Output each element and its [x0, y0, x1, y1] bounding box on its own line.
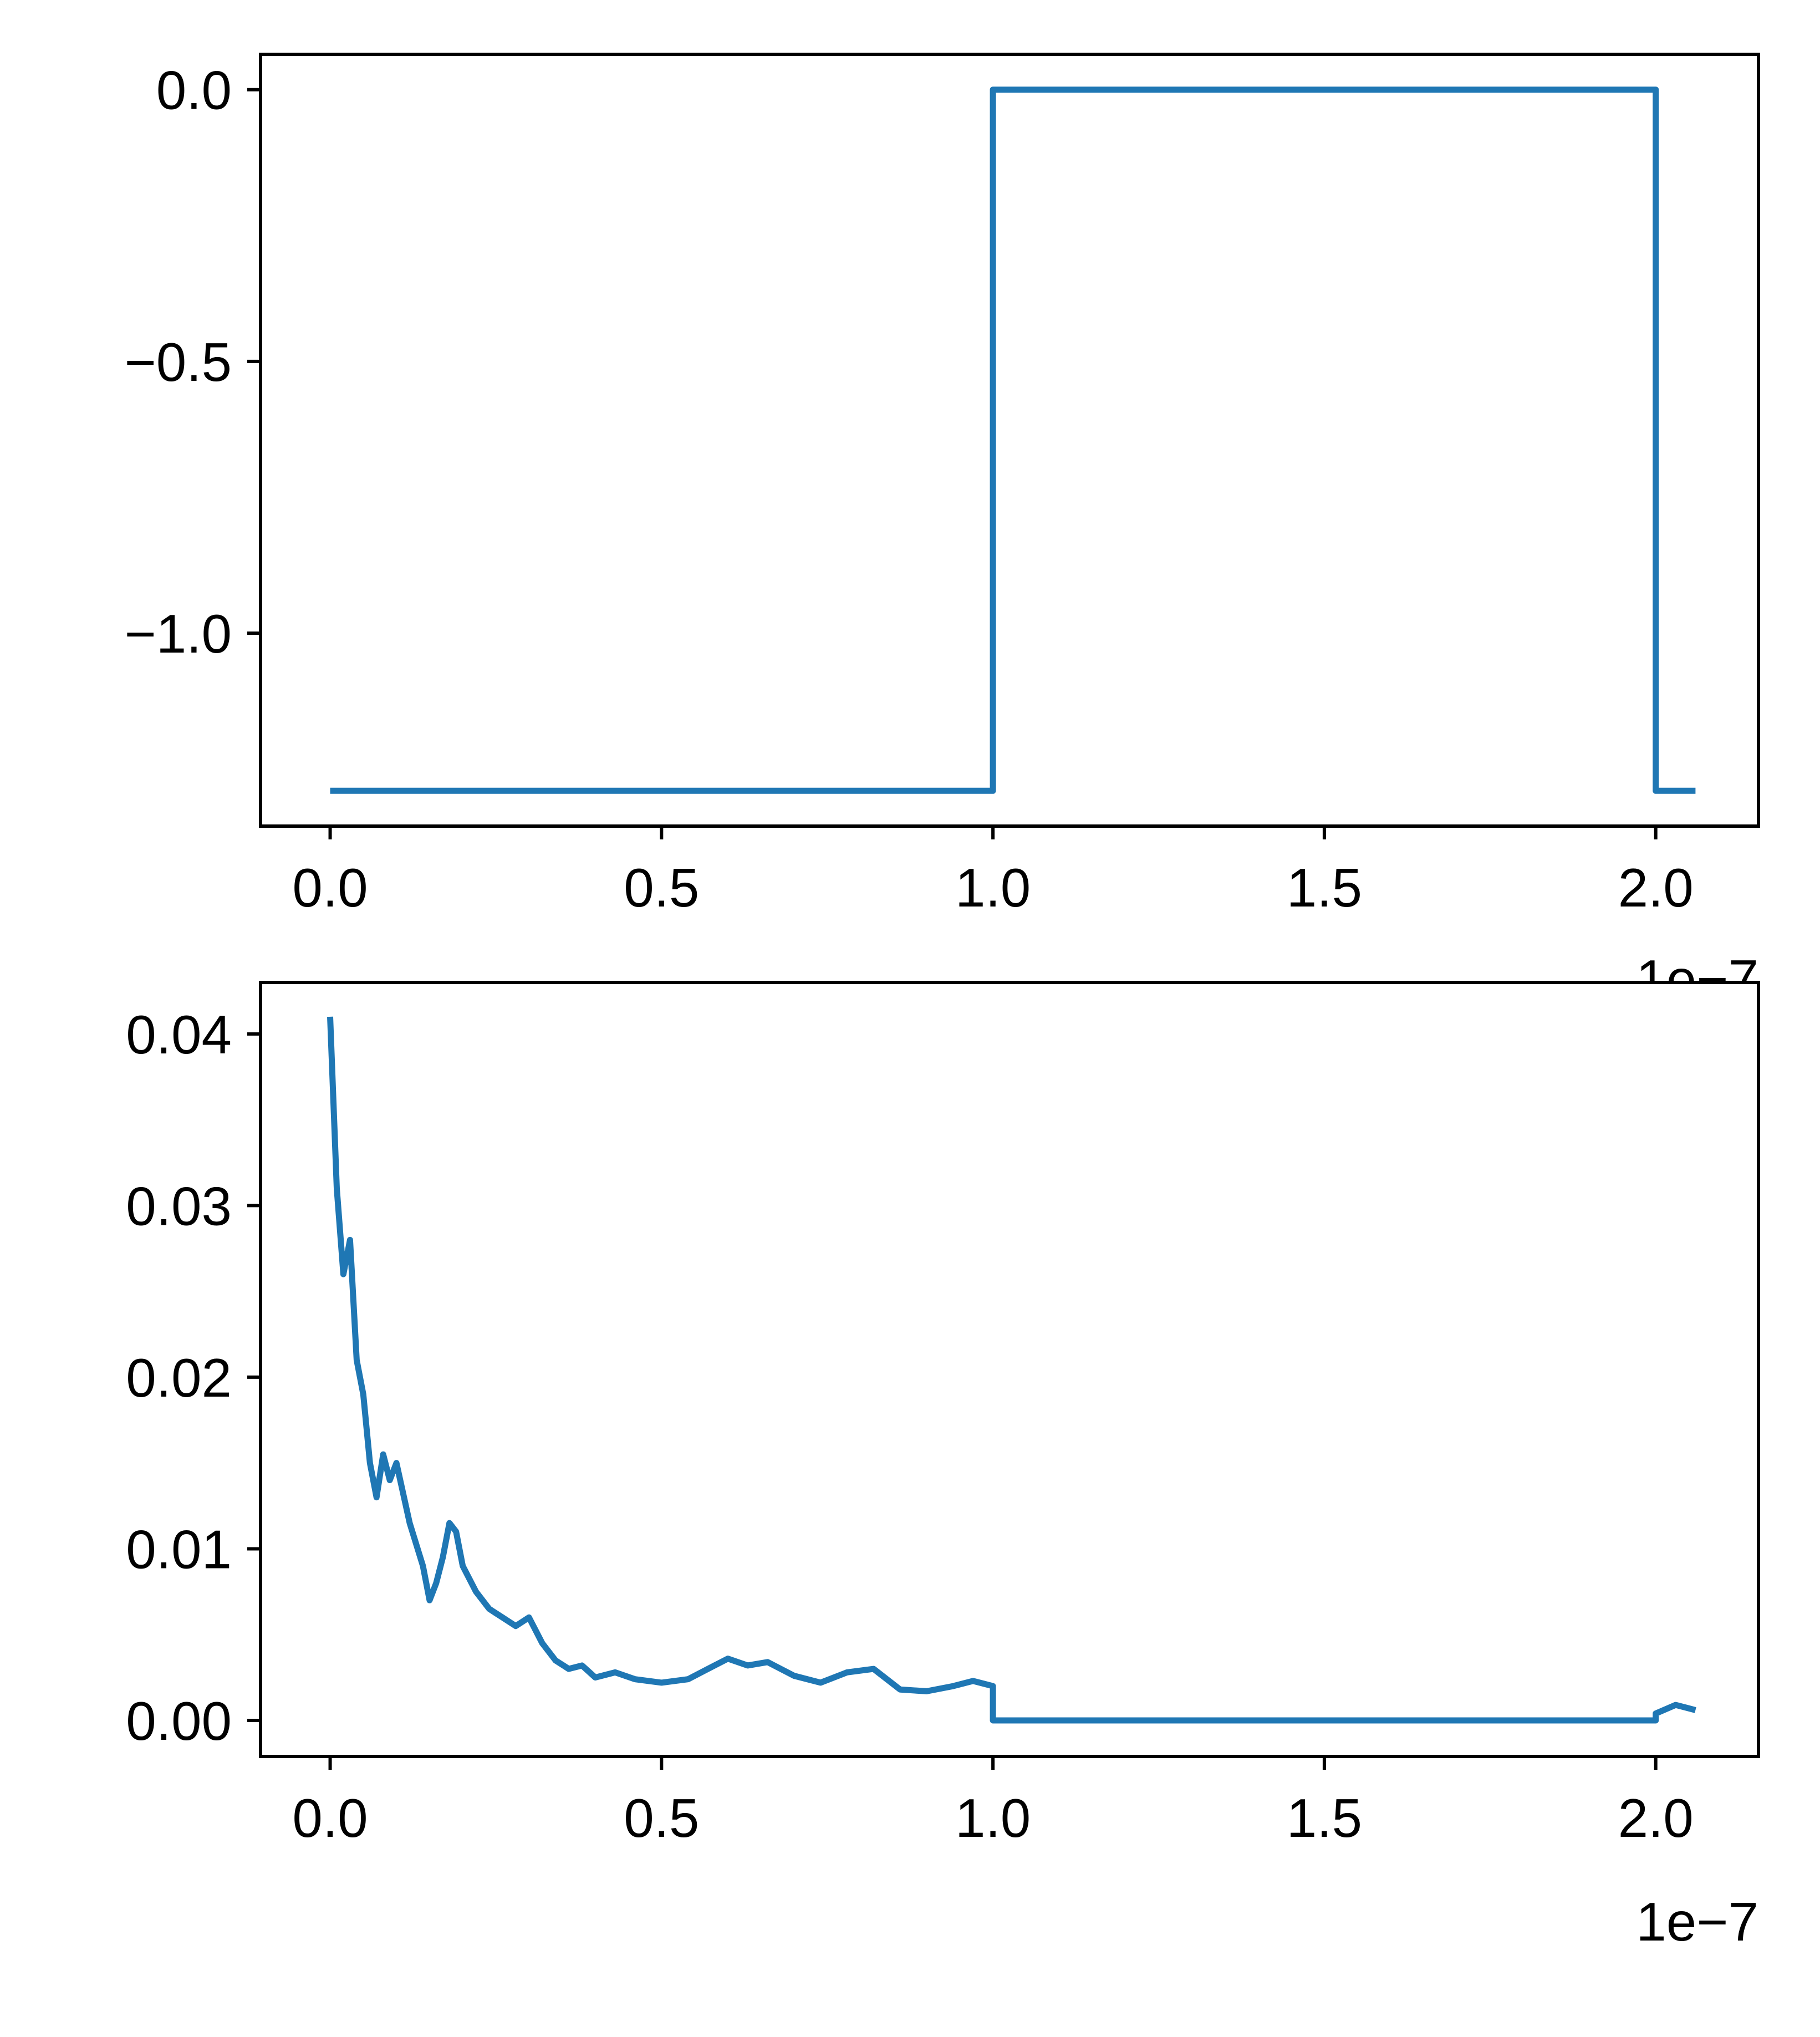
- top-subplot-series: [330, 86, 1696, 794]
- bottom-subplot-x-tick-label: 1.5: [1287, 1788, 1362, 1848]
- bottom-subplot-y-tick-label: 0.02: [126, 1347, 232, 1408]
- top-subplot: 0.0 0.5 1.0 1.5 2.00.0−0.5−1.0 1e−7: [125, 53, 1760, 1010]
- top-subplot-y-tick-label: 0.0: [156, 60, 232, 121]
- top-subplot-x-tick-label: 0.0: [292, 857, 368, 918]
- bottom-subplot-ticks: 0.0 0.5 1.0 1.5 2.0 0.00 0.01 0.02 0.03 0.04: [126, 1004, 1694, 1848]
- bottom-subplot-y-tick-label: 0.03: [126, 1175, 232, 1236]
- bottom-subplot-series: [327, 1016, 1696, 1724]
- bottom-subplot-x-tick-label: 2.0: [1618, 1788, 1694, 1848]
- top-subplot-ticks: 0.0 0.5 1.0 1.5 2.0 0.0 −0.5 −1.0: [125, 60, 1694, 918]
- top-subplot-x-tick-label: 2.0: [1618, 857, 1694, 918]
- bottom-subplot-background: [261, 982, 1758, 1756]
- bottom-subplot-x-tick-label: 0.5: [624, 1788, 699, 1848]
- bottom-subplot-x-tick-label: 1.0: [955, 1788, 1031, 1848]
- bottom-subplot-y-tick-label: 0.00: [126, 1690, 232, 1751]
- bottom-subplot: 0.0 0.5 1.0 1.5 2.0 0.00 0.01 0.02 0.03 0.04 1e−7: [126, 981, 1760, 1952]
- top-subplot-frame: [259, 53, 1760, 828]
- top-subplot-series-line: [330, 86, 1696, 794]
- bottom-subplot-frame: [259, 981, 1760, 1758]
- bottom-subplot-x-offset-label: 1e−7: [1636, 1891, 1758, 1952]
- top-subplot-x-tick-label: 1.5: [1287, 857, 1362, 918]
- top-subplot-x-tick-label: 1.0: [955, 857, 1031, 918]
- bottom-subplot-series-line: [327, 1016, 1696, 1724]
- top-subplot-y-tick-label: −1.0: [125, 603, 232, 664]
- bottom-subplot-x-tick-label: 0.0: [292, 1788, 368, 1848]
- top-subplot-y-tick-label: −0.5: [125, 332, 232, 393]
- bottom-subplot-y-tick-label: 0.04: [126, 1004, 232, 1065]
- top-subplot-x-tick-label: 0.5: [624, 857, 699, 918]
- bottom-subplot-y-tick-label: 0.01: [126, 1519, 232, 1580]
